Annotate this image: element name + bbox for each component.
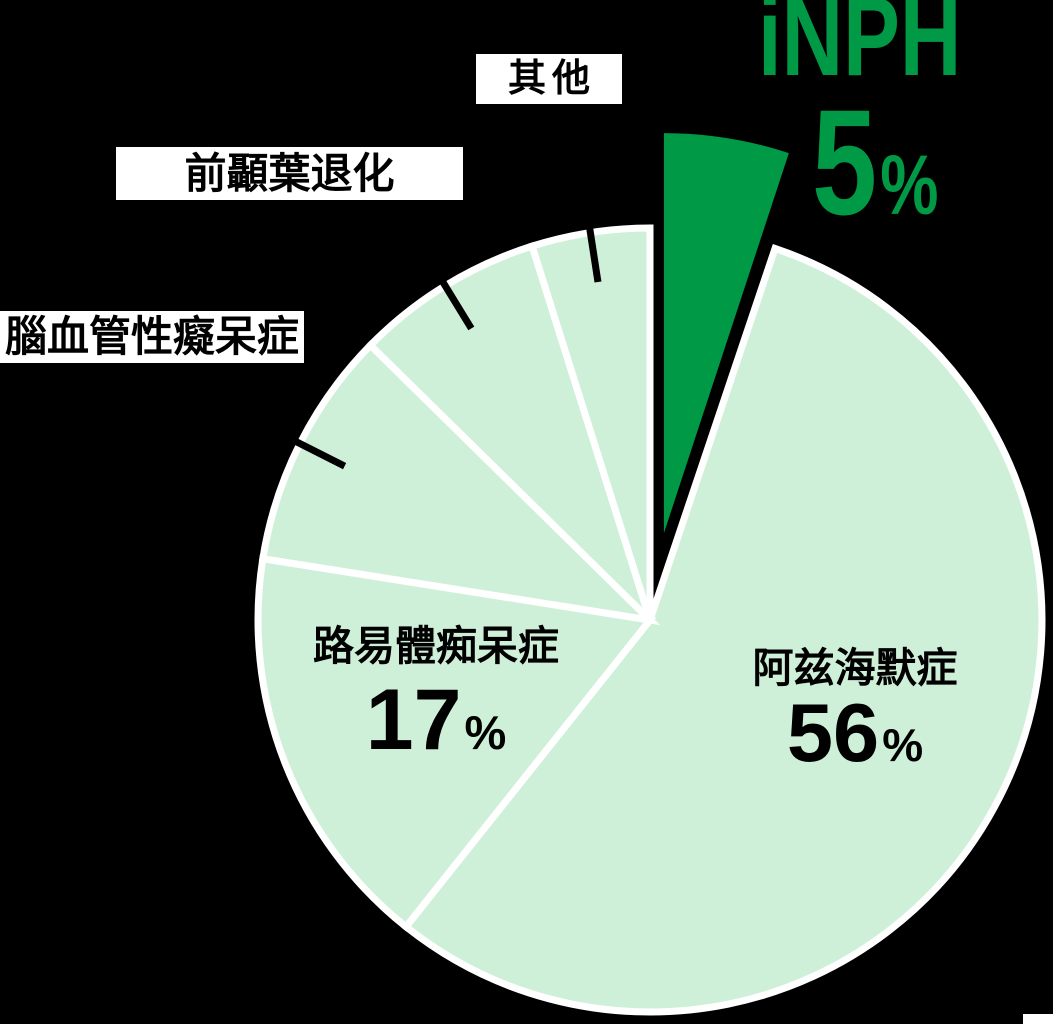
- corner-white-patch: [1023, 1014, 1053, 1024]
- inph-percent-value: 5: [812, 78, 878, 246]
- label-vascular: 腦血管性癡呆症: [0, 311, 304, 363]
- label-lewy: 路易體痴呆症 17%: [286, 623, 586, 764]
- tick-other: [585, 223, 602, 283]
- label-alzheimer-text: 阿兹海默症: [752, 645, 958, 691]
- label-other: 其他: [476, 54, 622, 104]
- inph-percent-sign: %: [880, 138, 939, 232]
- alzheimer-percent-value: 56: [786, 686, 880, 779]
- alzheimer-percent-sign: %: [882, 719, 924, 771]
- tick-frontotemporal: [437, 276, 475, 331]
- label-frontotemporal: 前顳葉退化: [116, 147, 463, 200]
- lewy-percent-value: 17: [365, 672, 462, 768]
- pie-slice-inph: [663, 133, 789, 534]
- label-lewy-percent: 17%: [286, 677, 586, 763]
- tick-vascular: [290, 436, 347, 470]
- lewy-percent-sign: %: [464, 706, 507, 759]
- pie-slice-alzheimer: [401, 244, 1046, 1016]
- label-other-text: 其他: [507, 58, 596, 100]
- label-inph-percent: 5%: [812, 87, 938, 237]
- label-inph: iNPH: [758, 0, 962, 99]
- label-alzheimer: 阿兹海默症 56%: [722, 645, 988, 775]
- label-vascular-text: 腦血管性癡呆症: [4, 313, 299, 360]
- label-lewy-text: 路易體痴呆症: [313, 623, 559, 669]
- pie-slice-lewy: [254, 554, 657, 932]
- label-alzheimer-percent: 56%: [722, 691, 988, 774]
- label-frontotemporal-text: 前顳葉退化: [184, 149, 395, 197]
